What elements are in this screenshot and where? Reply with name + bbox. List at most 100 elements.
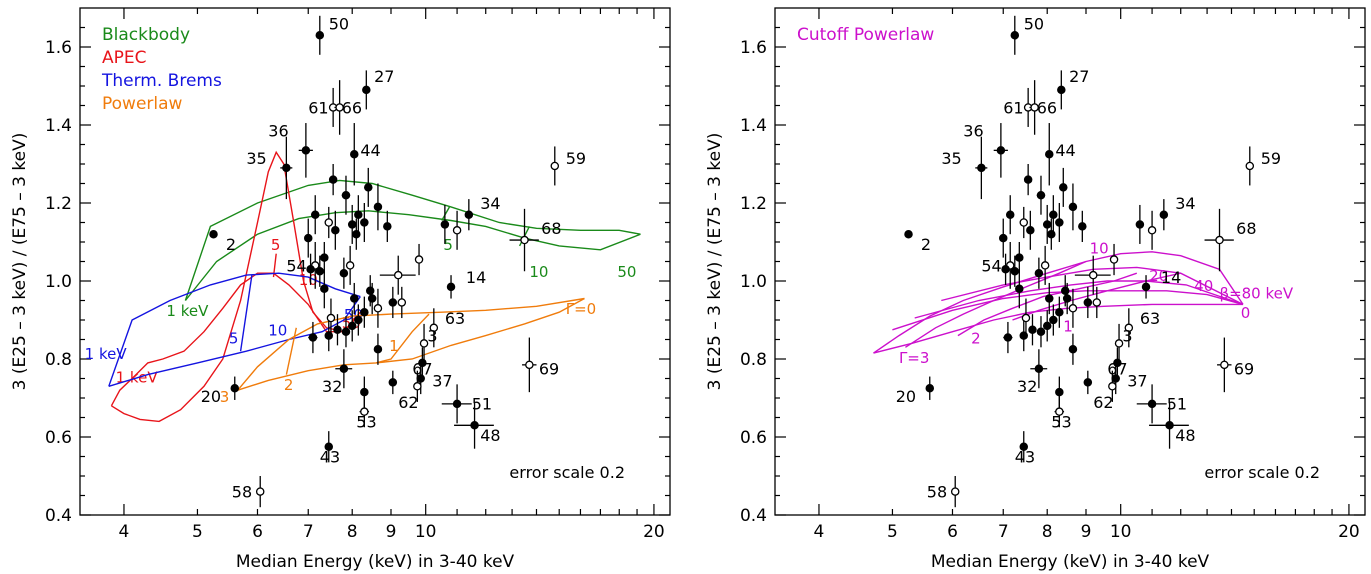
model-label: 2 [284, 376, 294, 394]
point-label: 62 [398, 393, 418, 412]
point-label: 44 [1055, 141, 1075, 160]
x-tick-label: 4 [119, 522, 130, 542]
legend-entry: APEC [102, 48, 147, 68]
point-label: 3 [1122, 326, 1132, 345]
data-point [1010, 31, 1020, 40]
data-point [520, 235, 529, 245]
data-point [1040, 261, 1050, 270]
data-point [1015, 284, 1024, 294]
data-point [230, 383, 240, 393]
x-tick-label: 9 [386, 522, 397, 542]
point-label: 35 [246, 149, 266, 168]
point-label: 27 [374, 67, 394, 86]
data-point [360, 307, 369, 317]
data-point [339, 364, 349, 373]
x-tick-label: 5 [887, 522, 898, 542]
data-point [1055, 387, 1064, 397]
data-point [1135, 220, 1145, 229]
data-point [1015, 253, 1024, 262]
data-point [339, 268, 349, 278]
data-point [1034, 364, 1044, 373]
point-label: 51 [1167, 395, 1187, 414]
data-point [301, 146, 311, 155]
data-point [352, 229, 361, 239]
point-label: 69 [539, 360, 559, 379]
point-label: 34 [1175, 194, 1195, 213]
data-point [996, 146, 1006, 155]
x-tick-label: 20 [1338, 522, 1360, 542]
point-label: 35 [941, 149, 961, 168]
model-label: 0 [1241, 304, 1251, 322]
model-curve [184, 210, 641, 301]
data-point [1030, 103, 1039, 112]
data-point [209, 229, 218, 239]
model-label: 10 [529, 263, 548, 281]
data-point [1068, 344, 1078, 354]
data-point [414, 255, 424, 264]
model-curve [441, 206, 451, 221]
data-point [315, 31, 325, 40]
x-axis-title: Median Energy (keV) in 3-40 keV [931, 552, 1210, 572]
model-curve [239, 274, 253, 352]
data-point [1045, 294, 1054, 303]
y-tick-label: 0.6 [45, 428, 72, 448]
legend-entry: Therm. Brems [101, 71, 222, 91]
data-point [1215, 235, 1224, 245]
model-label: 10 [268, 322, 287, 340]
legend-entry: Blackbody [102, 25, 190, 45]
point-label: 48 [1175, 426, 1195, 445]
data-point [320, 253, 329, 262]
data-point [331, 226, 340, 235]
point-label: 27 [1069, 67, 1089, 86]
point-label: 61 [1003, 98, 1023, 117]
point-label: 68 [541, 219, 561, 238]
point-label: 63 [1140, 309, 1160, 328]
model-label: 1 [389, 337, 399, 355]
model-label: 5 [271, 236, 281, 254]
data-point [306, 265, 315, 274]
point-label: 14 [466, 268, 486, 287]
legend-entry: Cutoff Powerlaw [797, 25, 934, 45]
x-axis-title: Median Energy (keV) in 3-40 keV [236, 552, 515, 572]
data-point [416, 374, 425, 383]
data-point [360, 387, 369, 397]
data-point [1083, 378, 1093, 387]
data-point [1114, 339, 1124, 348]
point-label: 69 [1234, 360, 1254, 379]
data-point [324, 442, 334, 451]
point-label: 36 [963, 122, 983, 141]
point-label: 20 [201, 387, 221, 406]
y-axis-title: 3 (E25 – 3 keV) / (E75 – 3 keV) [10, 133, 30, 391]
model-label: β=80 keV [1220, 285, 1294, 303]
model-label: Γ=3 [899, 349, 929, 367]
point-label: 20 [896, 387, 916, 406]
data-point [367, 294, 377, 303]
model-curve [285, 327, 297, 375]
point-label: 59 [1261, 149, 1281, 168]
data-point [1010, 266, 1020, 276]
data-point [335, 103, 344, 112]
model-label: Γ=0 [566, 300, 596, 318]
x-tick-label: 10 [415, 522, 437, 542]
data-point [1111, 374, 1120, 383]
data-point [1049, 210, 1058, 219]
data-point [326, 313, 336, 323]
point-label: 48 [480, 426, 500, 445]
model-label: 5 [443, 236, 453, 254]
model-curve [111, 150, 361, 423]
point-label: 54 [981, 256, 1001, 275]
x-tick-label: 6 [252, 522, 263, 542]
x-tick-label: 4 [814, 522, 825, 542]
y-tick-label: 1.6 [740, 38, 767, 58]
data-point [1059, 183, 1068, 192]
data-point [1068, 304, 1078, 313]
y-tick-label: 1.2 [45, 194, 72, 214]
data-point [347, 220, 357, 229]
point-label: 68 [1236, 219, 1256, 238]
error-scale-note: error scale 0.2 [509, 463, 625, 482]
point-label: 3 [427, 326, 437, 345]
data-point [1245, 161, 1255, 171]
data-point [1021, 313, 1031, 323]
point-label: 58 [927, 482, 947, 501]
